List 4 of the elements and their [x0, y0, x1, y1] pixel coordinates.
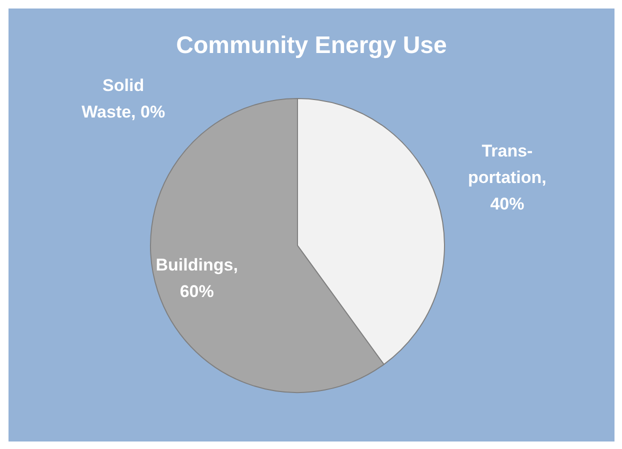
chart-title: Community Energy Use	[176, 32, 447, 59]
slice-label: Trans- portation, 40%	[468, 141, 546, 214]
category-label: Solid Waste, 0%	[82, 76, 166, 122]
slice-label: Buildings, 60%	[156, 255, 238, 302]
